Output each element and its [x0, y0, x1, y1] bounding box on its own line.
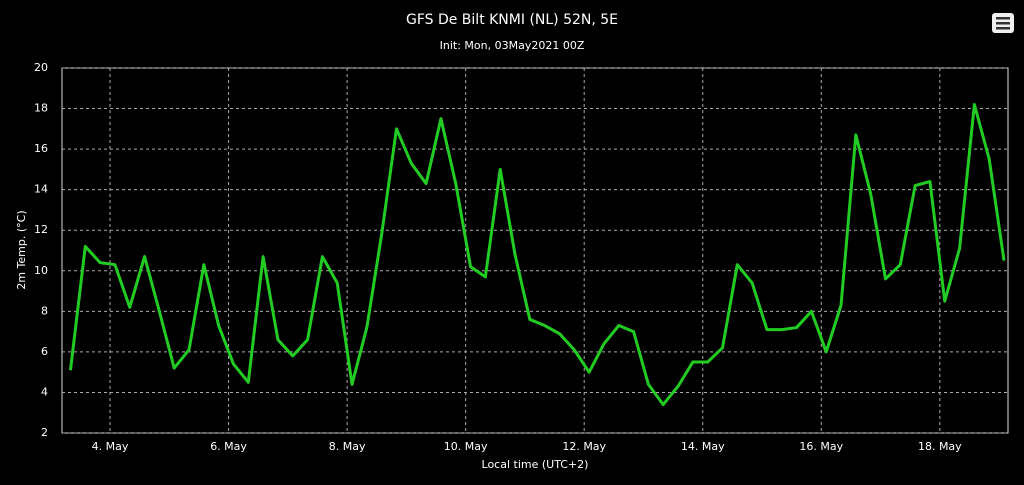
plot-frame	[61, 67, 1009, 434]
y-axis-label: 2m Temp. (°C)	[15, 210, 28, 289]
y-tick-label: 18	[34, 102, 48, 115]
x-tick-label: 18. May	[918, 440, 962, 453]
y-tick-label: 8	[41, 304, 48, 317]
x-tick-label: 14. May	[681, 440, 725, 453]
y-tick-label: 4	[41, 385, 48, 398]
chart-subtitle: Init: Mon, 03May2021 00Z	[440, 39, 585, 52]
y-tick-label: 20	[34, 61, 48, 74]
x-tick-label: 10. May	[444, 440, 488, 453]
y-tick-label: 10	[34, 264, 48, 277]
y-tick-label: 12	[34, 223, 48, 236]
x-tick-label: 16. May	[799, 440, 843, 453]
y-tick-label: 14	[34, 183, 48, 196]
x-tick-label: 8. May	[329, 440, 366, 453]
data-line	[68, 103, 1006, 407]
chart-title: GFS De Bilt KNMI (NL) 52N, 5E	[406, 12, 618, 28]
x-tick-label: 4. May	[92, 440, 129, 453]
y-tick-label: 6	[41, 345, 48, 358]
menu-button[interactable]	[992, 13, 1014, 33]
y-tick-label: 16	[34, 142, 48, 155]
x-axis-label: Local time (UTC+2)	[482, 458, 589, 471]
y-tick-label: 2	[41, 426, 48, 439]
x-tick-label: 12. May	[562, 440, 606, 453]
x-tick-label: 6. May	[210, 440, 247, 453]
